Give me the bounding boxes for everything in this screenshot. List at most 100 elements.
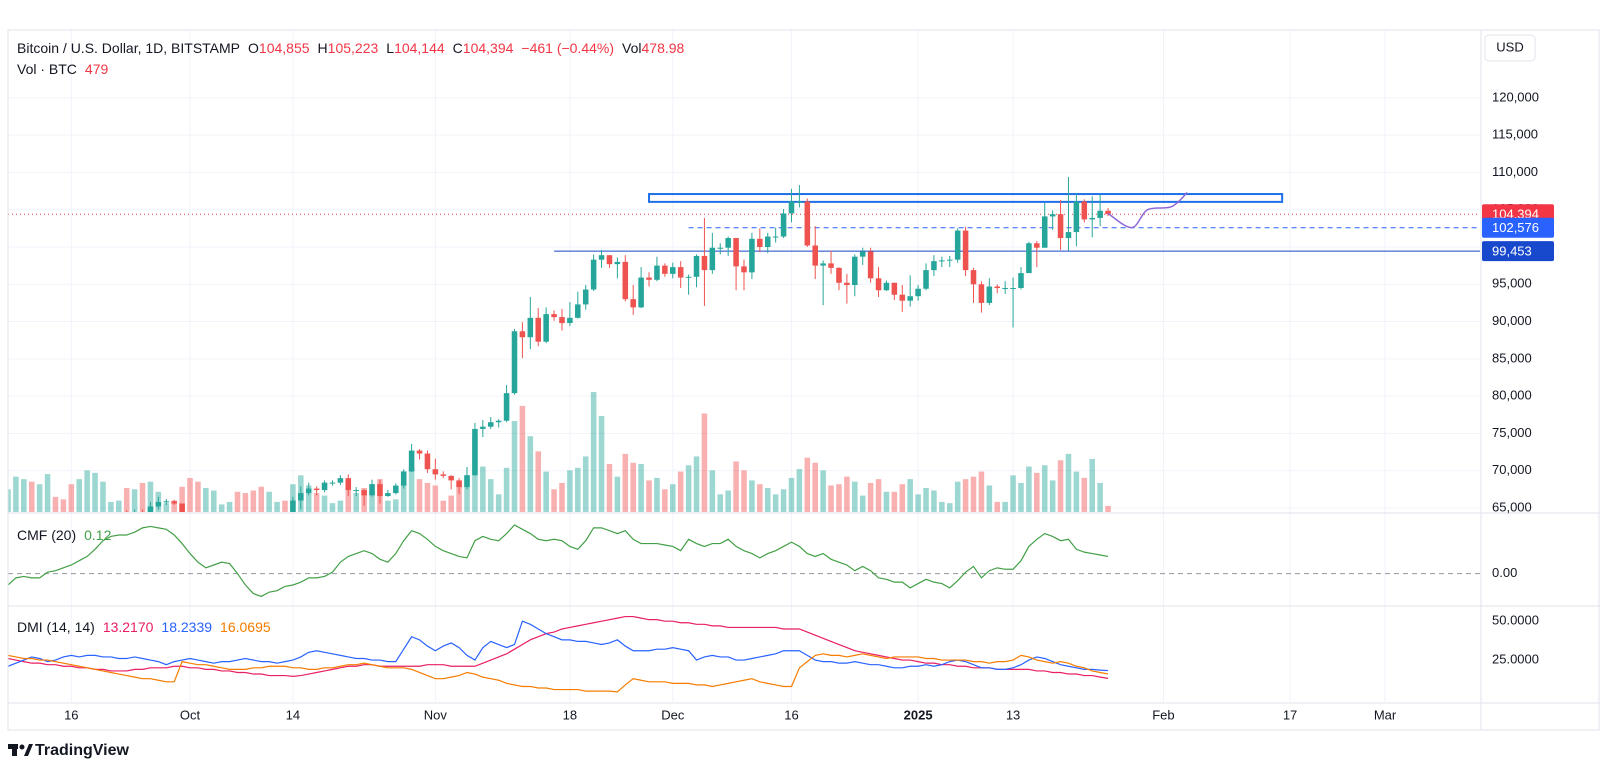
candle-body — [503, 393, 510, 421]
volume-bar — [915, 494, 921, 512]
volume-bar — [345, 484, 352, 512]
candle-body — [622, 261, 629, 300]
y-tick-label: 50.0000 — [1492, 613, 1539, 628]
candle-body — [796, 201, 803, 203]
volume-bar — [543, 471, 549, 512]
volume-bar — [282, 500, 288, 512]
volume-bar — [13, 476, 19, 512]
volume-bar — [60, 499, 67, 512]
volume-bar — [1065, 453, 1072, 512]
x-tick-label: 16 — [784, 707, 798, 722]
currency-button[interactable] — [1484, 34, 1536, 62]
x-tick-label: 2025 — [904, 707, 933, 722]
candle-body — [978, 284, 985, 303]
symbol-title: Bitcoin / U.S. Dollar, 1D, BITSTAMP — [17, 40, 240, 56]
cmf-legend: CMF (20) 0.12 — [17, 527, 112, 543]
volume-bar — [321, 495, 328, 512]
volume-bar — [464, 476, 470, 512]
candle-body — [757, 238, 763, 247]
candle-body — [907, 296, 913, 301]
volume-bar — [717, 494, 724, 512]
volume-bar — [495, 494, 502, 512]
cmf-last: 0.12 — [84, 527, 111, 543]
x-tick-label: 18 — [563, 707, 577, 722]
candle-body — [155, 502, 162, 507]
candle-body — [495, 420, 502, 423]
volume-bar — [891, 491, 898, 512]
volume-bar — [448, 495, 454, 512]
candle-body — [393, 485, 399, 494]
frame — [7, 29, 1600, 731]
volume-bar — [369, 490, 375, 512]
volume-bar — [788, 477, 795, 512]
price-pane — [8, 97, 1480, 512]
volume-bar — [1002, 501, 1008, 512]
volume-bar — [709, 470, 716, 512]
candle-body — [416, 450, 423, 454]
volume-bar — [907, 479, 913, 512]
cmf-title: CMF (20) — [17, 527, 76, 543]
volume-bar — [535, 451, 542, 512]
volume-bar — [598, 416, 605, 512]
volume-bar — [218, 504, 225, 512]
volume-value: 478.98 — [642, 40, 685, 56]
volume-bar — [108, 501, 114, 512]
candle-body — [432, 469, 439, 475]
volume-bar — [1105, 505, 1111, 512]
volume-bar — [733, 461, 739, 512]
volume-bar — [234, 491, 241, 512]
candle-body — [369, 484, 375, 496]
x-tick-label: Nov — [424, 707, 448, 722]
candle-body — [780, 213, 787, 237]
volume-bar — [416, 479, 423, 512]
volume-bar — [487, 479, 494, 512]
candle-body — [654, 265, 660, 280]
candle-body — [812, 245, 818, 266]
volume-bar — [638, 464, 644, 512]
logo-part — [12, 744, 17, 756]
volume-bar — [250, 490, 257, 512]
candle-body — [487, 422, 494, 427]
candle-body — [171, 501, 177, 504]
indicator-line — [8, 653, 1109, 693]
volume-bar — [764, 488, 771, 512]
ohlc-value: 104,394 — [463, 40, 514, 56]
candle-body — [385, 493, 391, 497]
volume-bar — [424, 482, 431, 512]
candle-body — [946, 259, 953, 261]
volume-bar — [670, 484, 676, 512]
currency[interactable]: USD — [1496, 39, 1523, 54]
brand[interactable]: TradingView — [35, 742, 130, 759]
y-tick-label: 70,000 — [1492, 462, 1532, 477]
candle-body — [741, 266, 747, 273]
volume-label: Vol — [622, 40, 641, 56]
volume-bar — [804, 457, 811, 512]
y-tick-label: 120,000 — [1492, 89, 1539, 104]
candle-body — [606, 255, 613, 265]
volume-bar — [946, 503, 953, 512]
volume-bar — [939, 501, 945, 512]
candle-body — [305, 488, 312, 494]
volume-bar — [210, 490, 217, 512]
projection-path — [1107, 191, 1188, 229]
candle-body — [883, 282, 890, 291]
candle-body — [456, 480, 462, 488]
candle-body — [424, 453, 431, 470]
volume-bar — [1049, 480, 1056, 512]
volume-bar — [844, 476, 850, 512]
volume-bar — [796, 469, 803, 512]
candle-body — [852, 256, 858, 286]
candle-body — [1097, 210, 1103, 218]
volume-bar — [440, 500, 447, 512]
dmi-title: DMI (14, 14) — [17, 619, 95, 635]
volume-bar — [1057, 460, 1064, 512]
candle-body — [772, 236, 779, 238]
dmi-last: 13.2170 — [103, 619, 154, 635]
y-tick-label: 95,000 — [1492, 276, 1532, 291]
volume-bar — [749, 480, 755, 512]
x-tick-label: 17 — [1283, 707, 1297, 722]
volume-bar — [305, 485, 312, 512]
brand-logo[interactable]: TradingView — [8, 742, 130, 759]
